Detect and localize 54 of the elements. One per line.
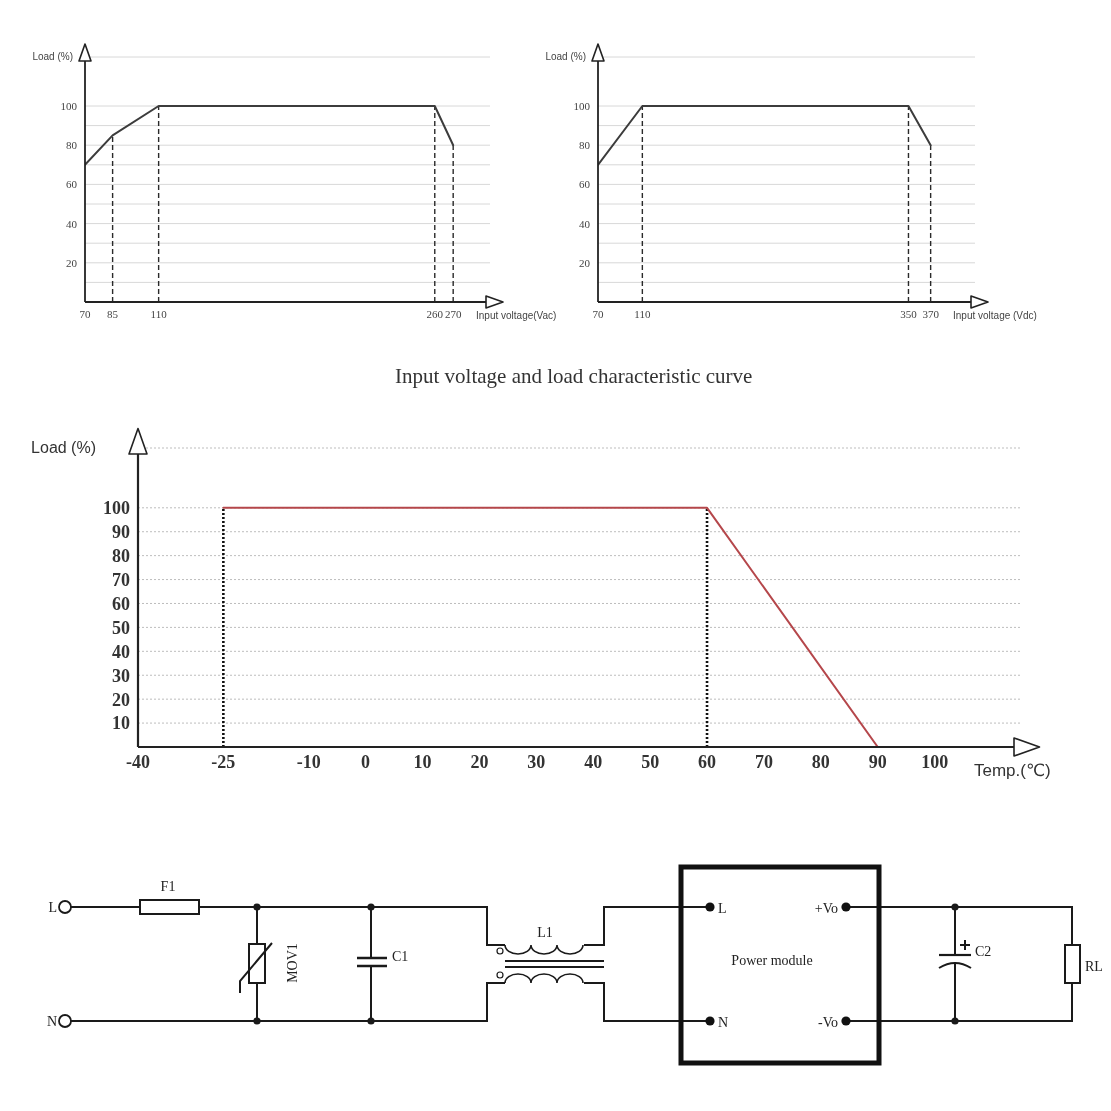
x-tick-label: 80 xyxy=(811,751,830,772)
y-axis-title: Load (%) xyxy=(32,50,73,63)
x-tick-label: 70 xyxy=(592,307,604,320)
y-tick-label: 100 xyxy=(103,498,130,519)
y-tick-label: 30 xyxy=(112,665,130,686)
y-axis-title: Load (%) xyxy=(31,437,96,457)
y-tick-label: 60 xyxy=(579,178,591,191)
x-axis-title: Temp.(℃) xyxy=(974,761,1051,782)
y-tick-label: 40 xyxy=(579,217,591,230)
x-tick-label: 70 xyxy=(79,307,91,320)
y-tick-label: 20 xyxy=(579,256,591,269)
y-axis-title: Load (%) xyxy=(545,50,586,63)
x-tick-label: 370 xyxy=(922,307,940,320)
x-tick-label: 20 xyxy=(470,751,489,772)
x-axis-title: Input voltage (Vdc) xyxy=(953,310,1037,322)
x-tick-label: 350 xyxy=(900,307,918,320)
y-tick-label: 80 xyxy=(66,139,78,152)
y-tick-label: 70 xyxy=(112,569,130,590)
text: RL xyxy=(1085,958,1103,974)
y-tick-label: 80 xyxy=(579,139,591,152)
y-tick-label: 40 xyxy=(66,217,78,230)
x-tick-label: 85 xyxy=(107,307,119,320)
x-tick-label: 90 xyxy=(868,751,887,772)
y-tick-label: 60 xyxy=(112,593,130,614)
x-tick-label: 110 xyxy=(634,307,651,320)
x-tick-label: -10 xyxy=(296,751,321,772)
text: F1 xyxy=(160,878,176,894)
text: N xyxy=(46,1013,57,1029)
x-tick-label: 100 xyxy=(921,751,949,772)
y-tick-label: 60 xyxy=(66,178,78,191)
y-tick-label: 10 xyxy=(112,713,130,734)
x-tick-label: 10 xyxy=(413,751,432,772)
y-tick-label: 20 xyxy=(112,689,130,710)
text: L xyxy=(48,899,57,915)
text: Input voltage and load characteristic curve xyxy=(395,364,753,390)
x-axis-title: Input voltage(Vac) xyxy=(476,310,557,322)
x-tick-label: 260 xyxy=(426,307,444,320)
y-tick-label: 100 xyxy=(573,99,591,112)
x-tick-label: 50 xyxy=(641,751,660,772)
x-tick-label: -40 xyxy=(126,751,150,772)
x-tick-label: 30 xyxy=(527,751,546,772)
x-tick-label: 70 xyxy=(754,751,773,772)
x-tick-label: 60 xyxy=(698,751,717,772)
line-series xyxy=(85,105,455,166)
y-tick-label: 40 xyxy=(112,641,130,662)
x-tick-label: 270 xyxy=(444,307,462,320)
x-tick-label: -25 xyxy=(211,751,236,772)
y-tick-label: 80 xyxy=(112,546,130,567)
y-tick-label: 100 xyxy=(60,99,78,112)
y-tick-label: 20 xyxy=(66,256,78,269)
y-tick-label: 90 xyxy=(112,522,130,543)
x-tick-label: 110 xyxy=(150,307,168,320)
y-tick-label: 50 xyxy=(112,617,130,638)
x-tick-label: 0 xyxy=(361,751,371,772)
